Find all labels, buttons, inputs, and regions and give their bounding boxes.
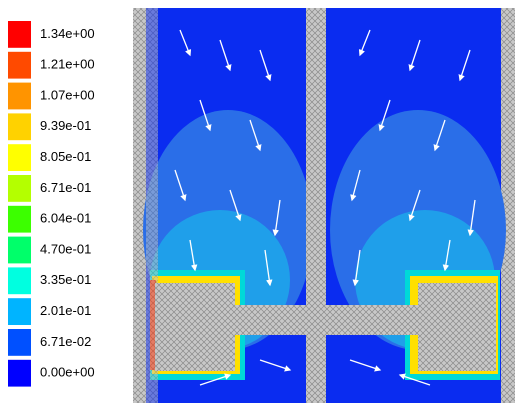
color-swatch <box>8 329 31 356</box>
colorbar-label: 1.34e+00 <box>40 26 95 41</box>
colorbar-label: 3.35e-01 <box>40 272 91 287</box>
colorbar-label: 6.71e-02 <box>40 334 91 349</box>
contour-field <box>133 8 515 403</box>
colorbar: 1.34e+00 1.21e+00 1.07e+00 9.39e-01 8.05e-01… <box>8 21 95 387</box>
color-swatch <box>8 298 31 325</box>
color-swatch <box>8 175 31 202</box>
color-swatch <box>8 206 31 233</box>
color-swatch <box>8 237 31 264</box>
colorbar-label: 8.05e-01 <box>40 149 91 164</box>
colorbar-label: 4.70e-01 <box>40 241 91 256</box>
color-swatch <box>8 360 31 387</box>
colorbar-label: 6.04e-01 <box>40 211 91 226</box>
colorbar-label: 6.71e-01 <box>40 180 91 195</box>
colorbar-label: 1.07e+00 <box>40 87 95 102</box>
colorbar-label: 0.00e+00 <box>40 365 95 380</box>
contour-view: 1.34e+00 1.21e+00 1.07e+00 9.39e-01 8.05e-01… <box>0 0 518 403</box>
colorbar-label: 9.39e-01 <box>40 118 91 133</box>
color-swatch <box>8 113 31 140</box>
color-swatch <box>8 144 31 171</box>
color-swatch <box>8 52 31 79</box>
colorbar-label: 1.21e+00 <box>40 57 95 72</box>
color-swatch <box>8 267 31 294</box>
color-swatch <box>8 21 31 48</box>
colorbar-label: 2.01e-01 <box>40 303 91 318</box>
color-swatch <box>8 83 31 110</box>
